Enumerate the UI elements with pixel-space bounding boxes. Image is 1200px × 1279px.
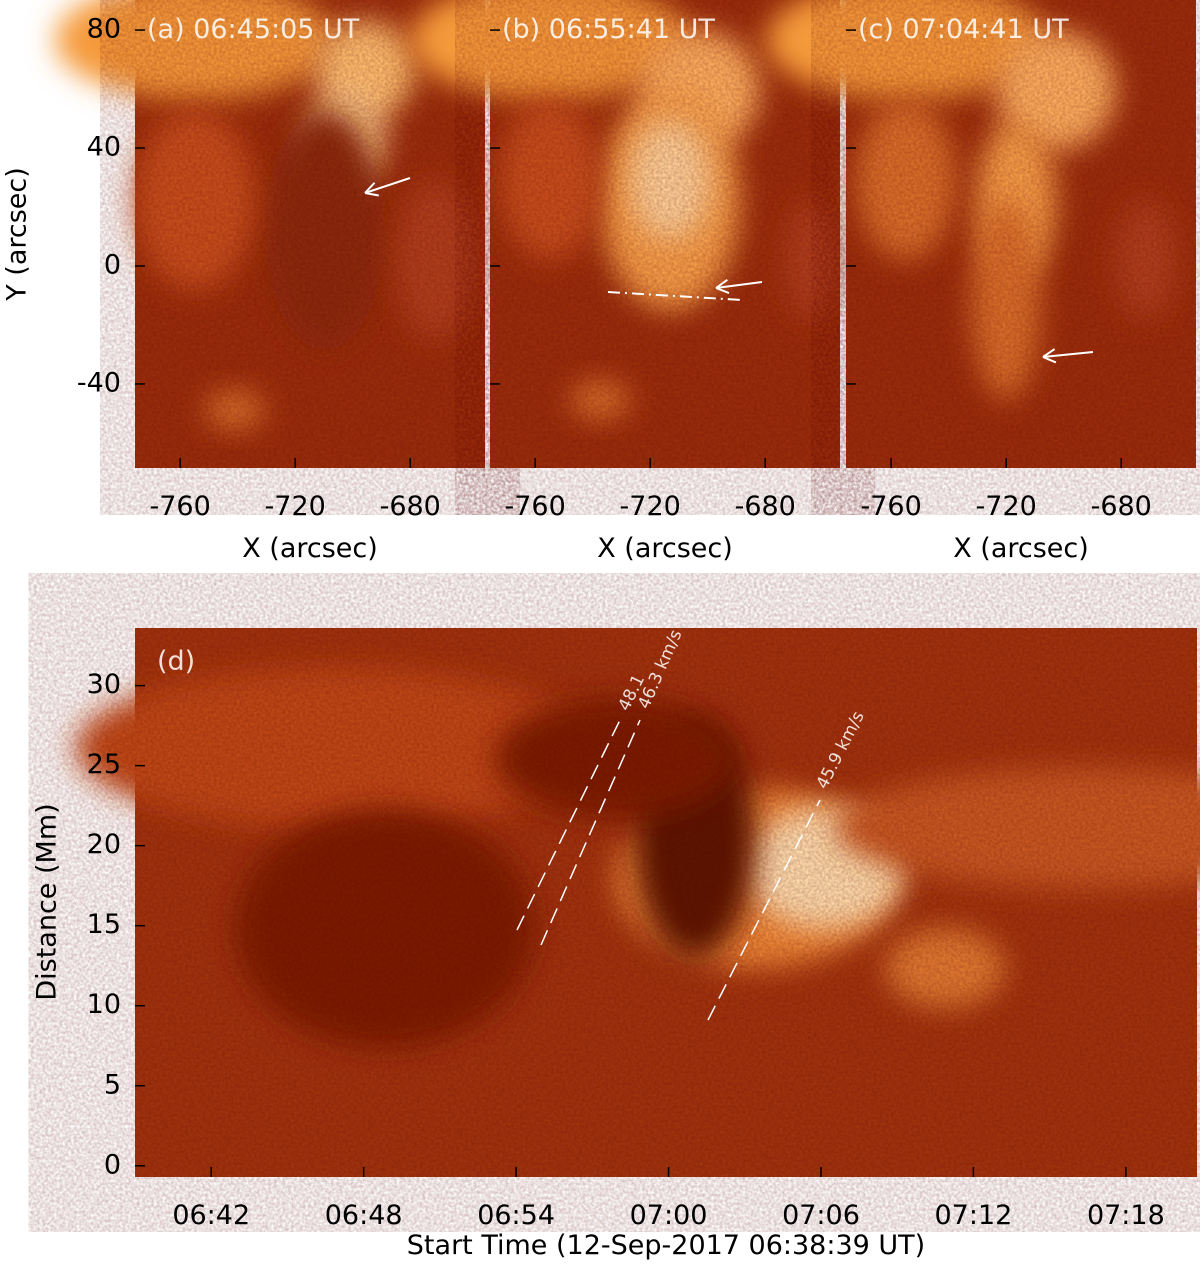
panel-label: (c) 07:04:41 UT <box>858 14 1069 45</box>
x-tick-label: 06:54 <box>477 1200 555 1231</box>
x-tick-label: -720 <box>620 491 681 522</box>
x-axis-label: X (arcsec) <box>953 533 1089 564</box>
arrow-head <box>1042 356 1057 364</box>
fit-line <box>707 799 821 1021</box>
y-tick-label: 25 <box>87 749 121 780</box>
x-axis-label: X (arcsec) <box>597 533 733 564</box>
y-tick-label: 15 <box>87 909 121 940</box>
image-noise <box>846 0 1196 468</box>
y-axis-label: Distance (Mm) <box>32 803 63 1000</box>
x-tick-label: 07:06 <box>782 1200 860 1231</box>
x-tick-label: 07:00 <box>630 1200 708 1231</box>
panel-label: (b) 06:55:41 UT <box>502 14 715 45</box>
x-tick-label: 06:48 <box>325 1200 403 1231</box>
x-tick-label: -680 <box>735 491 796 522</box>
arrow-head <box>1042 348 1056 358</box>
x-tick-label: -680 <box>380 491 441 522</box>
image-panel <box>55 0 485 468</box>
x-tick-label: -720 <box>976 491 1037 522</box>
y-tick-label: 0 <box>104 1149 121 1180</box>
panel-label: (a) 06:45:05 UT <box>147 14 360 45</box>
x-tick-label: -720 <box>265 491 326 522</box>
x-axis-label: X (arcsec) <box>242 533 378 564</box>
image-panel <box>410 0 840 468</box>
arrow-head <box>364 192 379 197</box>
image-noise <box>135 628 1197 1177</box>
arrow-head <box>364 182 376 194</box>
x-tick-label: 06:42 <box>172 1200 250 1231</box>
image-panel <box>75 628 1200 1177</box>
y-tick-label: 80 <box>87 14 121 45</box>
y-tick-label: 40 <box>87 132 121 163</box>
x-tick-label: -680 <box>1091 491 1152 522</box>
x-tick-label: -760 <box>150 491 211 522</box>
arrow-head <box>715 287 730 294</box>
arrow-head <box>715 278 728 289</box>
y-tick-label: 20 <box>87 829 121 860</box>
panel-label: (d) <box>157 646 195 677</box>
x-tick-label: -760 <box>505 491 566 522</box>
y-tick-label: 5 <box>104 1069 121 1100</box>
arrow <box>364 177 411 194</box>
arrow <box>1042 351 1094 358</box>
x-axis-label: Start Time (12-Sep-2017 06:38:39 UT) <box>407 1230 925 1261</box>
fit-line <box>516 719 621 931</box>
y-tick-label: 0 <box>104 249 121 280</box>
y-axis-label: Y (arcsec) <box>2 167 33 302</box>
image-noise <box>135 0 485 468</box>
y-tick-label: 30 <box>87 669 121 700</box>
y-tick-label: 10 <box>87 989 121 1020</box>
arrow <box>715 281 763 289</box>
fit-line <box>540 719 641 946</box>
image-noise <box>490 0 840 468</box>
x-tick-label: 07:18 <box>1087 1200 1165 1231</box>
x-tick-label: -760 <box>861 491 922 522</box>
x-tick-label: 07:12 <box>935 1200 1013 1231</box>
y-tick-label: -40 <box>77 367 121 398</box>
image-panel <box>766 0 1196 468</box>
